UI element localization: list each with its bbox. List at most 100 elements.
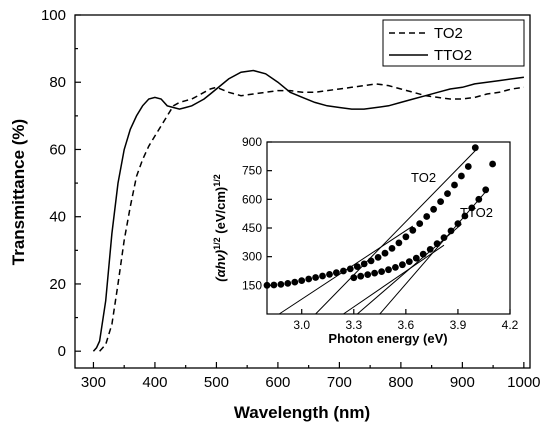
inset-point-tto2 [461, 212, 469, 220]
main-y-tick-label: 20 [49, 276, 66, 293]
inset-x-tick-label: 3.6 [398, 318, 415, 332]
inset-plot-frame [266, 141, 511, 315]
inset-point-to2 [437, 198, 444, 206]
inset-y-axis-unit: (eV/cm) [213, 187, 228, 238]
inset-point-to2 [298, 277, 306, 284]
main-x-tick-label: 300 [81, 374, 106, 391]
main-y-tick-label: 60 [49, 141, 66, 158]
main-x-tick-label: 400 [142, 374, 167, 391]
inset-point-tto2 [468, 204, 476, 212]
main-x-tick-label: 500 [204, 374, 229, 391]
inset-point-to2 [395, 239, 403, 247]
main-y-tick-label: 40 [49, 209, 66, 226]
inset-point-to2 [263, 281, 271, 289]
inset-point-to2 [346, 265, 354, 273]
inset-point-to2 [305, 275, 313, 283]
inset-point-tto2 [392, 264, 399, 271]
inset-point-tto2 [454, 220, 462, 228]
inset-x-tick-label: 3.0 [293, 318, 310, 332]
inset-x-axis-title: Photon energy (eV) [328, 331, 447, 346]
inset-y-tick-label: 300 [242, 250, 262, 264]
inset-point-tto2 [385, 266, 392, 274]
inset-point-to2 [319, 272, 326, 280]
inset-y-tick-label: 150 [242, 278, 262, 292]
main-x-tick-label: 600 [265, 374, 290, 391]
main-series-line-to2 [99, 83, 525, 352]
inset-point-tto2 [371, 269, 378, 277]
inset-y-ticks: 150 300 450 600 750 900 [242, 135, 272, 292]
inset-point-tto2 [378, 268, 385, 275]
inset-point-tto2 [482, 186, 490, 194]
inset-point-to2 [284, 280, 292, 287]
inset-point-to2 [464, 163, 472, 170]
inset-point-to2 [367, 257, 375, 265]
inset-point-tto2 [489, 160, 496, 168]
inset-point-to2 [423, 213, 431, 220]
inset-point-tto2 [447, 227, 455, 235]
inset-y-tick-label: 900 [242, 135, 262, 149]
main-x-tick-label: 1000 [507, 374, 540, 391]
inset-point-tto2 [350, 274, 358, 282]
inset-y-tick-label: 600 [242, 192, 262, 206]
inset-point-to2 [374, 254, 382, 261]
main-series [92, 69, 525, 352]
inset-point-to2 [471, 144, 479, 152]
main-y-tick-label: 0 [58, 343, 66, 360]
inset-point-tto2 [399, 261, 406, 269]
main-x-axis-title: Wavelength (nm) [234, 403, 370, 422]
main-plot-frame [74, 14, 531, 369]
inset-label-to2: TO2 [411, 170, 436, 185]
inset-point-tto2 [426, 246, 434, 253]
inset-fit-line [379, 191, 487, 315]
inset-point-to2 [402, 233, 410, 241]
inset-x-tick-label: 3.3 [345, 318, 362, 332]
inset-point-to2 [360, 260, 368, 268]
inset-label-tto2: TTO2 [460, 205, 493, 220]
inset-point-to2 [353, 263, 361, 270]
inset-fit-line [315, 150, 476, 315]
inset-point-to2 [340, 267, 347, 275]
inset-point-to2 [291, 278, 299, 286]
inset-y-axis-exponent: 1/2 [212, 237, 222, 250]
inset-y-tick-label: 450 [242, 221, 262, 235]
inset-point-to2 [416, 220, 424, 228]
main-x-tick-label: 800 [388, 374, 413, 391]
main-y-tick-label: 100 [41, 7, 66, 24]
inset-chart: 3.0 3.3 3.6 3.9 4.2 150 300 450 600 750 900 TO2 T… [212, 135, 519, 346]
inset-point-to2 [458, 172, 465, 180]
inset-x-ticks: 3.0 3.3 3.6 3.9 4.2 [293, 309, 519, 332]
inset-point-to2 [409, 226, 417, 234]
inset-point-to2 [444, 190, 451, 198]
legend: TO2 TTO2 [382, 19, 525, 67]
inset-series [263, 144, 496, 289]
inset-point-to2 [270, 281, 278, 289]
main-y-axis-title: Transmittance (%) [9, 119, 28, 265]
inset-point-tto2 [405, 258, 413, 265]
inset-point-tto2 [412, 254, 420, 262]
inset-point-to2 [388, 245, 396, 252]
legend-box [382, 19, 525, 67]
inset-point-to2 [430, 205, 437, 213]
legend-label-to2: TO2 [434, 25, 463, 42]
inset-point-tto2 [475, 195, 483, 203]
inset-point-tto2 [433, 240, 441, 248]
inset-point-to2 [333, 269, 340, 277]
inset-point-tto2 [357, 272, 365, 280]
inset-point-tto2 [364, 271, 372, 278]
inset-point-tto2 [440, 234, 448, 242]
inset-fit-line [343, 244, 445, 315]
inset-y-tick-label: 750 [242, 164, 262, 178]
main-series-line-tto2 [92, 69, 525, 352]
inset-point-to2 [381, 249, 389, 257]
inset-y-axis-title: (αhν)1/2 (eV/cm)1/2 [212, 174, 228, 282]
main-y-tick-label: 80 [49, 74, 66, 91]
main-x-tick-label: 900 [450, 374, 475, 391]
inset-point-to2 [312, 274, 319, 281]
main-x-ticks: 300 400 500 600 700 800 900 1000 [81, 362, 541, 391]
inset-y-axis-unit-exponent: 1/2 [212, 174, 222, 187]
legend-label-tto2: TTO2 [434, 47, 472, 64]
main-y-ticks: 0 20 40 60 80 100 [41, 7, 81, 360]
inset-x-tick-label: 3.9 [450, 318, 467, 332]
inset-x-tick-label: 4.2 [502, 318, 519, 332]
